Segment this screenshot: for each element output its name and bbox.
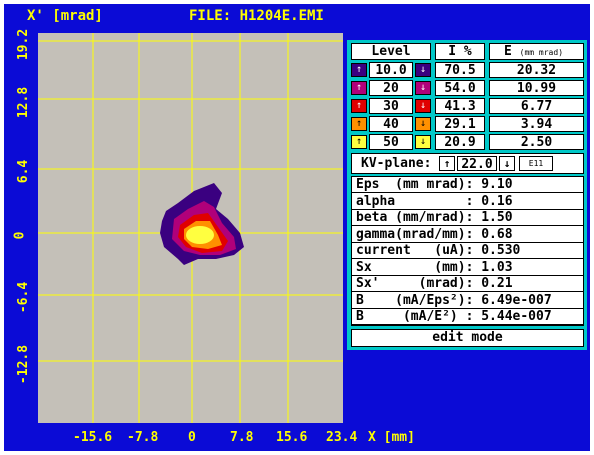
kv-mode-button[interactable]: E11	[519, 156, 553, 171]
x-tick-label: 23.4	[326, 430, 358, 445]
file-title: FILE: H1204E.EMI	[189, 8, 324, 24]
emittance-plot[interactable]	[38, 33, 343, 423]
x-tick-label: 15.6	[276, 430, 308, 445]
emittance-value: 3.94	[489, 116, 584, 132]
param-row: B (mA/Eps²): 6.49e-007	[352, 293, 583, 309]
param-row: Sx (mm): 1.03	[352, 260, 583, 276]
intensity-header: I %	[435, 43, 485, 60]
level-value[interactable]: 30	[369, 98, 413, 114]
x-tick-label: 7.8	[230, 430, 254, 445]
param-row: alpha : 0.16	[352, 194, 583, 210]
level-value[interactable]: 10.0	[369, 62, 413, 78]
beam-distribution	[160, 183, 244, 265]
kv-plane-label: KV-plane:	[361, 156, 432, 171]
level-down-icon[interactable]: ↓	[415, 135, 431, 149]
y-tick-label: 19.2	[16, 28, 32, 61]
x-tick-label: -15.6	[73, 430, 113, 445]
param-row: Sx' (mrad): 0.21	[352, 276, 583, 292]
param-row: beta (mm/mrad): 1.50	[352, 210, 583, 226]
param-row: gamma(mrad/mm): 0.68	[352, 227, 583, 243]
y-tick-label: -6.4	[16, 281, 32, 314]
emittance-value: 10.99	[489, 80, 584, 96]
emittance-value: 2.50	[489, 134, 584, 150]
y-tick-label: 0	[12, 231, 28, 240]
level-up-icon[interactable]: ↑	[351, 63, 367, 77]
y-tick-label: -12.8	[16, 344, 32, 385]
level-value[interactable]: 20	[369, 80, 413, 96]
param-row: B (mA/E²) : 5.44e-007	[352, 309, 583, 325]
level-up-icon[interactable]: ↑	[351, 117, 367, 131]
y-axis-title: X' [mrad]	[27, 8, 103, 24]
level-down-icon[interactable]: ↓	[415, 63, 431, 77]
emittance-value: 20.32	[489, 62, 584, 78]
emittance-header: E (mm mrad)	[489, 43, 584, 60]
x-tick-label: -7.8	[127, 430, 159, 445]
level-value[interactable]: 40	[369, 116, 413, 132]
level-up-icon[interactable]: ↑	[351, 99, 367, 113]
parameters-panel: Level I % E (mm mrad) ↑ 10.0 ↓ 70.5 20.32 ↑ 20…	[347, 40, 587, 350]
intensity-value: 29.1	[435, 116, 485, 132]
level-down-icon[interactable]: ↓	[415, 99, 431, 113]
level-header: Level	[351, 43, 431, 60]
level-value[interactable]: 50	[369, 134, 413, 150]
x-axis-title: X [mm]	[368, 430, 415, 445]
intensity-value: 70.5	[435, 62, 485, 78]
level-down-icon[interactable]: ↓	[415, 81, 431, 95]
edit-mode-button[interactable]: edit mode	[351, 329, 584, 347]
param-row: current (uA): 0.530	[352, 243, 583, 259]
intensity-value: 54.0	[435, 80, 485, 96]
kv-decrease-icon[interactable]: ↓	[499, 156, 515, 171]
level-up-icon[interactable]: ↑	[351, 135, 367, 149]
y-tick-label: 12.8	[16, 86, 32, 119]
kv-increase-icon[interactable]: ↑	[439, 156, 455, 171]
level-down-icon[interactable]: ↓	[415, 117, 431, 131]
x-tick-label: 0	[188, 430, 196, 445]
y-tick-label: 6.4	[16, 159, 32, 184]
params-list: Eps (mm mrad): 9.10 alpha : 0.16 beta (mm/…	[351, 176, 584, 326]
level-up-icon[interactable]: ↑	[351, 81, 367, 95]
kv-plane-value[interactable]: 22.0	[457, 156, 497, 171]
intensity-value: 41.3	[435, 98, 485, 114]
intensity-value: 20.9	[435, 134, 485, 150]
param-row: Eps (mm mrad): 9.10	[352, 177, 583, 193]
emittance-value: 6.77	[489, 98, 584, 114]
